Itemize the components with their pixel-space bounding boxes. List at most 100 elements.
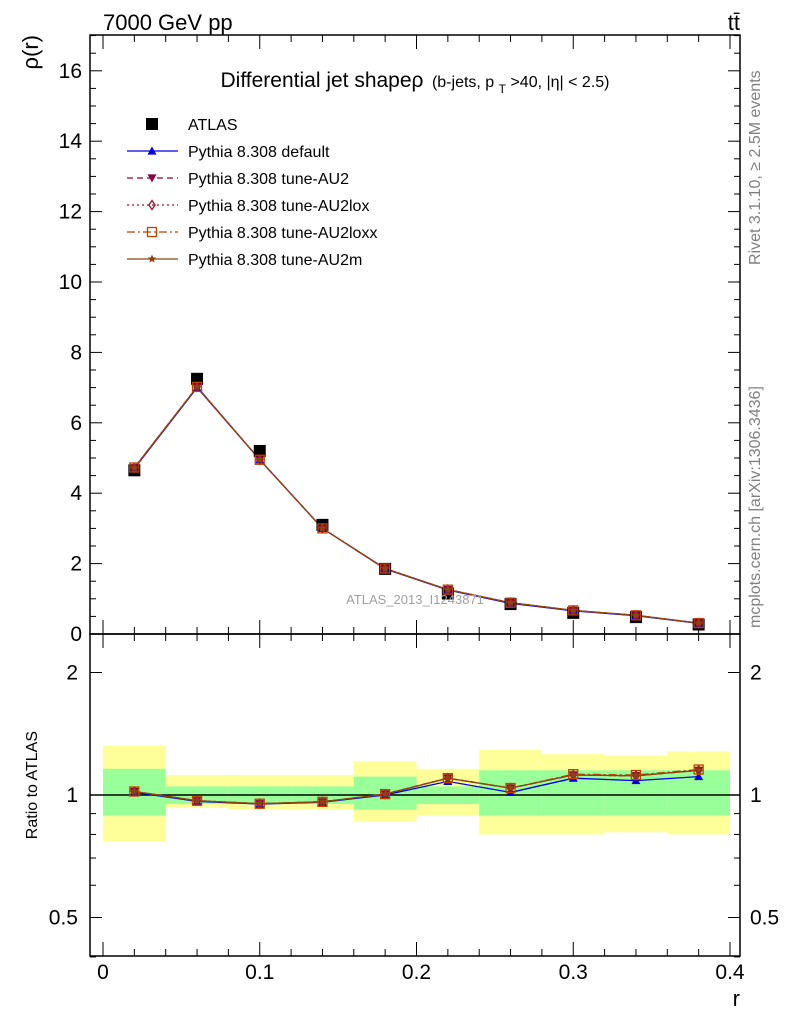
x-tick-label: 0 — [97, 961, 109, 984]
legend-label-atlas: ATLAS — [188, 117, 238, 134]
ratio-y-tick-label-left: 2 — [66, 662, 78, 685]
header-left: 7000 GeV pp — [103, 10, 233, 35]
ratio-y-tick-label-right: 1 — [750, 784, 762, 807]
point-au2m — [443, 585, 453, 594]
ratio-frame — [89, 633, 741, 957]
legend-label-au2lox: Pythia 8.308 tune-AU2lox — [188, 198, 369, 215]
point-au2loxx — [505, 597, 516, 608]
ratio-ticks: 0.5 0.5 1 1 2 2 0 0.1 0.2 0.3 0.4 — [49, 634, 779, 984]
title-sub-suffix: >40, |η| < 2.5) — [510, 74, 609, 91]
watermark: ATLAS_2013_I1243871 — [346, 592, 484, 607]
ratio-point-au2m — [506, 783, 515, 792]
legend-marker-au2 — [147, 174, 157, 183]
header-right: tt̄ — [728, 10, 740, 35]
point-au2loxx — [630, 610, 642, 621]
ratio-point-au2loxx — [505, 782, 516, 794]
series-line-au2 — [133, 385, 699, 624]
x-tick-label: 0.2 — [402, 961, 431, 984]
point-au2loxx — [317, 523, 328, 534]
series-line-au2loxx — [133, 385, 699, 624]
ratio-point-au2m — [694, 765, 703, 774]
legend-marker-au2lox — [148, 199, 156, 211]
ratio-point-au2m — [443, 773, 453, 782]
ratio-point-au2m — [380, 789, 390, 798]
point-au2loxx — [379, 563, 391, 574]
legend-marker-default — [147, 146, 157, 155]
ratio-y-tick-label-right: 0.5 — [750, 907, 779, 930]
main-series — [128, 372, 705, 631]
x-tick-label: 0.1 — [245, 961, 274, 984]
title-main: Differential jet shapeρ — [220, 69, 423, 92]
main-panel: 0 2 4 6 8 10 12 14 16 Differential jet shapeρ (b… — [59, 34, 741, 646]
ratio-point-au2loxx — [693, 764, 704, 775]
point-au2loxx — [129, 462, 140, 473]
ratio-point-au2loxx — [317, 796, 328, 807]
main-ylabel: ρ(r) — [18, 35, 43, 70]
ratio-point-au2m — [318, 797, 327, 806]
main-y-tick-label: 10 — [59, 271, 82, 294]
ratio-ylabel: Ratio to ATLAS — [24, 731, 41, 839]
title-sub-sub: T — [499, 82, 507, 96]
ratio-line-au2m — [134, 769, 699, 805]
point-au2m — [569, 605, 578, 615]
ratio-point-default — [694, 772, 704, 781]
point-au2m — [130, 463, 139, 472]
main-y-tick-label: 4 — [70, 482, 82, 505]
ratio-point-au2m — [130, 787, 139, 796]
legend-label-au2m: Pythia 8.308 tune-AU2m — [188, 252, 362, 269]
point-atlas — [253, 444, 266, 457]
x-tick-label: 0.3 — [559, 961, 588, 984]
point-au2loxx — [693, 617, 704, 629]
series-line-default — [133, 386, 699, 625]
x-tick-label: 0.4 — [715, 961, 745, 984]
ratio-point-au2m — [192, 796, 202, 805]
legend-label-au2loxx: Pythia 8.308 tune-AU2loxx — [188, 225, 377, 242]
main-ticks: 0 2 4 6 8 10 12 14 16 — [59, 35, 740, 646]
legend-marker-atlas — [146, 118, 158, 130]
main-y-tick-label: 2 — [70, 553, 82, 576]
ratio-point-au2m — [569, 770, 578, 779]
legend-marker-au2loxx — [146, 226, 158, 238]
series-line-au2m — [133, 385, 699, 624]
ratio-point-au2loxx — [442, 773, 454, 784]
legend-label-default: Pythia 8.308 default — [188, 144, 330, 161]
main-y-tick-label: 6 — [70, 412, 82, 435]
ratio-point-au2loxx — [379, 788, 391, 800]
xlabel: r — [733, 986, 740, 1011]
point-au2m — [506, 598, 515, 607]
ratio-point-au2loxx — [254, 798, 265, 809]
legend-marker-au2m — [147, 254, 157, 263]
mcplots-label: mcplots.cern.ch [arXiv:1306.3436] — [747, 386, 764, 628]
main-y-tick-label: 0 — [70, 623, 82, 646]
ratio-series — [129, 764, 704, 810]
ratio-point-au2loxx — [630, 769, 642, 781]
ratio-y-tick-label-left: 1 — [66, 784, 78, 807]
title-sub-prefix: (b-jets, p — [432, 74, 494, 91]
point-au2m — [318, 523, 327, 532]
ratio-point-au2loxx — [191, 795, 203, 806]
ratio-bands — [103, 745, 730, 842]
main-y-tick-label: 12 — [59, 201, 82, 224]
ratio-point-au2m — [255, 799, 264, 808]
ratio-point-au2m — [631, 771, 641, 780]
point-au2m — [255, 455, 264, 464]
main-y-tick-label: 14 — [59, 130, 83, 153]
point-au2m — [192, 382, 202, 391]
rivet-label: Rivet 3.1.10, ≥ 2.5M events — [747, 70, 764, 265]
ratio-y-tick-label-right: 2 — [750, 662, 762, 685]
point-au2loxx — [191, 381, 203, 393]
point-au2loxx — [442, 584, 454, 595]
legend: ATLAS Pythia 8.308 default Pythia 8.308 tu… — [127, 117, 377, 269]
series-line-au2lox — [133, 385, 699, 624]
point-au2m — [380, 564, 390, 573]
ratio-point-au2loxx — [568, 769, 579, 780]
point-au2m — [631, 610, 641, 619]
ratio-panel: 0.5 0.5 1 1 2 2 0 0.1 0.2 0.3 0.4 — [49, 633, 779, 984]
point-au2loxx — [568, 605, 579, 616]
point-au2loxx — [254, 454, 265, 465]
plot-title: Differential jet shapeρ (b-jets, p T >40… — [220, 69, 609, 97]
point-au2m — [694, 618, 703, 627]
ratio-point-au2loxx — [129, 786, 140, 797]
legend-label-au2: Pythia 8.308 tune-AU2 — [188, 171, 349, 188]
